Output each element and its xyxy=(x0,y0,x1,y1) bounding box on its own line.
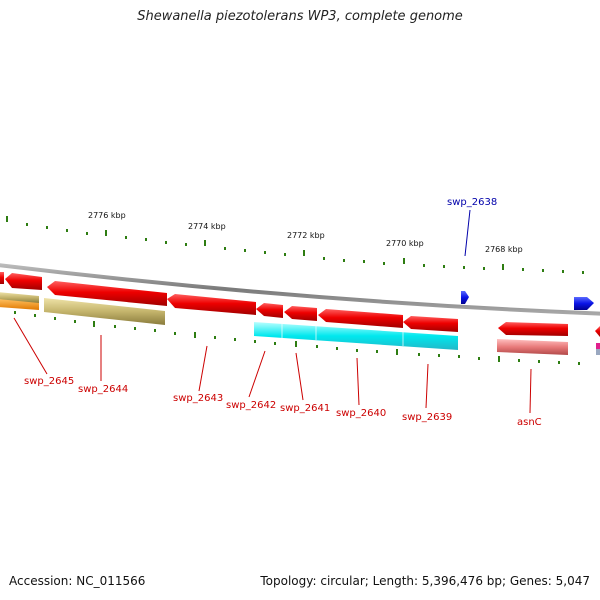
gene-swp-2644[interactable] xyxy=(47,281,167,306)
feature-edge-grey xyxy=(596,349,600,355)
gene-swp-2639[interactable] xyxy=(403,316,458,332)
inner-tick-track xyxy=(14,311,580,365)
gene-label-swp-2640: swp_2640 xyxy=(336,408,386,419)
outer-tick-track xyxy=(6,216,584,274)
feature-salmon xyxy=(497,339,568,355)
genome-summary: Topology: circular; Length: 5,396,476 bp… xyxy=(260,574,590,588)
tick-label: 2772 kbp xyxy=(287,231,325,240)
label-leader-lines xyxy=(13,209,532,414)
feature-olive-left xyxy=(0,292,39,303)
gene-asnC[interactable] xyxy=(498,322,568,336)
feature-edge-magenta xyxy=(596,343,600,349)
feature-olive xyxy=(44,298,165,325)
gene-swp-2643[interactable] xyxy=(167,294,256,315)
genome-backbone xyxy=(0,263,600,316)
feature-cyan xyxy=(254,322,458,350)
gene-swp-2641[interactable] xyxy=(284,306,317,321)
tick-label: 2774 kbp xyxy=(188,222,226,231)
reverse-gene-left-edge[interactable] xyxy=(0,272,4,284)
gene-label-swp-2643: swp_2643 xyxy=(173,393,223,404)
feature-cyan-separators xyxy=(281,324,404,346)
tick-label: 2776 kbp xyxy=(88,211,126,220)
forward-gene-swp-2638[interactable] xyxy=(461,291,469,304)
forward-gene-right[interactable] xyxy=(574,297,594,310)
accession-label: Accession: NC_011566 xyxy=(9,574,146,588)
reverse-gene-left[interactable] xyxy=(5,273,42,290)
gene-label-swp-2639: swp_2639 xyxy=(402,412,452,423)
gene-label-swp-2642: swp_2642 xyxy=(226,400,276,411)
tick-label: 2768 kbp xyxy=(485,245,523,254)
gene-label-swp-2645: swp_2645 xyxy=(24,376,74,387)
gene-swp-2642[interactable] xyxy=(256,303,283,318)
gene-label-swp-2638: swp_2638 xyxy=(447,197,497,208)
gene-label-swp-2644: swp_2644 xyxy=(78,384,128,395)
map-title: Shewanella piezotolerans WP3, complete g… xyxy=(137,9,463,24)
tick-label: 2770 kbp xyxy=(386,239,424,248)
reverse-gene-right-edge[interactable] xyxy=(595,326,600,337)
gene-label-asnC: asnC xyxy=(517,417,542,428)
gene-swp-2640[interactable] xyxy=(318,309,403,328)
gene-label-swp-2641: swp_2641 xyxy=(280,403,330,414)
